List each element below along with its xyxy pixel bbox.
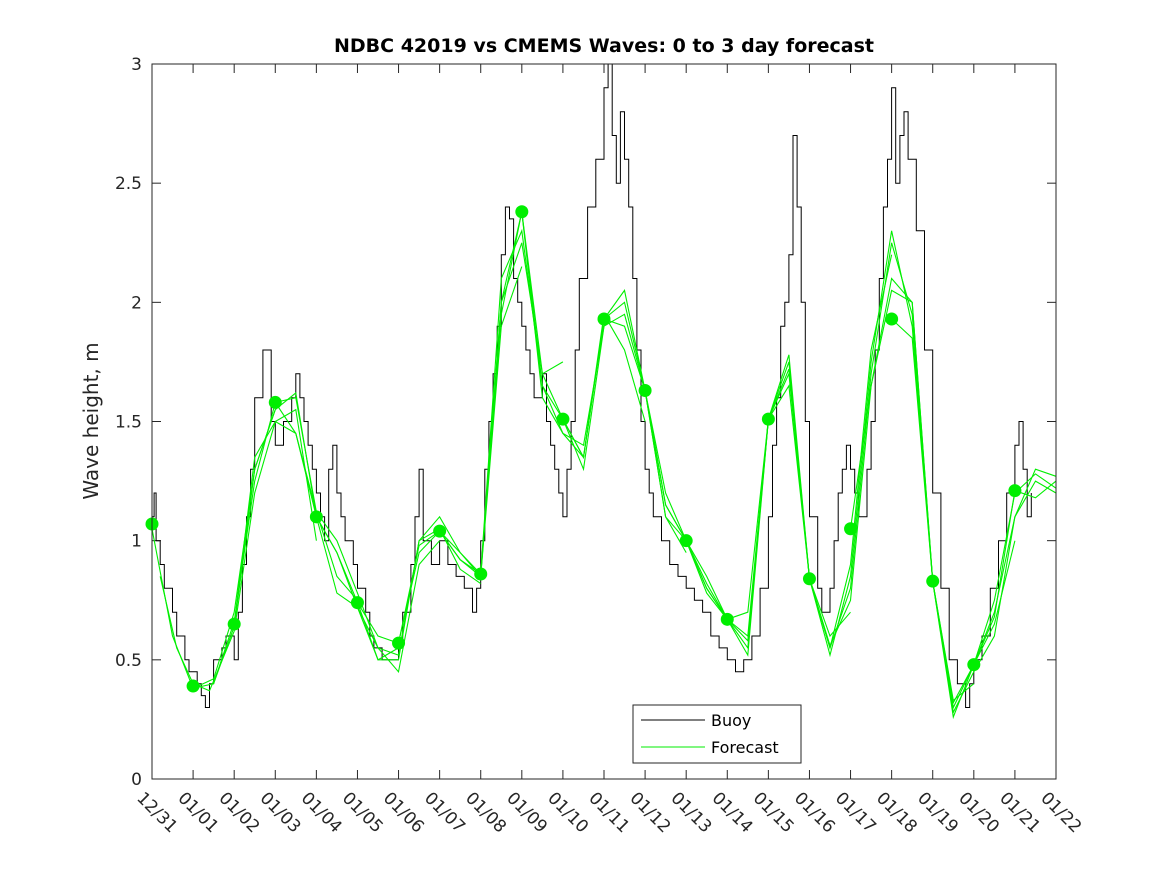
y-tick-label: 0 xyxy=(131,770,142,790)
legend-forecast-label: Forecast xyxy=(711,738,779,757)
y-tick-label: 1.5 xyxy=(115,413,142,433)
forecast-marker xyxy=(556,412,570,426)
forecast-marker xyxy=(802,572,816,586)
forecast-marker xyxy=(268,395,282,409)
buoy-line xyxy=(152,63,1032,708)
forecast-marker xyxy=(720,612,734,626)
forecast-marker xyxy=(392,636,406,650)
forecast-line xyxy=(159,408,317,692)
forecast-line xyxy=(274,402,482,656)
legend-box xyxy=(632,704,802,764)
y-tick-label: 3 xyxy=(131,55,142,75)
forecast-line xyxy=(685,254,893,651)
forecast-markers xyxy=(145,205,1022,693)
y-tick-label: 0.5 xyxy=(115,651,142,671)
forecast-marker xyxy=(433,524,447,538)
forecast-marker xyxy=(227,617,241,631)
forecast-marker xyxy=(515,205,529,219)
forecast-line xyxy=(603,318,811,620)
forecast-marker xyxy=(309,510,323,524)
legend-buoy-label: Buoy xyxy=(711,711,751,730)
y-tick-label: 1 xyxy=(131,532,142,552)
forecast-marker xyxy=(638,384,652,398)
forecast-marker xyxy=(474,567,488,581)
forecast-marker xyxy=(350,596,364,610)
plot-area xyxy=(152,64,1056,779)
y-axis-label: Wave height, m xyxy=(79,342,103,499)
forecast-marker xyxy=(679,534,693,548)
forecast-line xyxy=(213,391,399,684)
forecast-line xyxy=(562,313,769,650)
forecast-marker xyxy=(186,679,200,693)
y-tick-label: 2 xyxy=(131,293,142,313)
forecast-line xyxy=(726,230,934,658)
chart-title: NDBC 42019 vs CMEMS Waves: 0 to 3 day fo… xyxy=(334,35,874,57)
forecast-line xyxy=(849,289,1057,715)
forecast-marker xyxy=(926,574,940,588)
forecast-marker xyxy=(1008,484,1022,498)
legend: Buoy Forecast xyxy=(632,704,802,764)
forecast-marker xyxy=(597,312,611,326)
forecast-line xyxy=(439,211,646,576)
forecast-line xyxy=(397,228,605,644)
forecast-marker xyxy=(761,412,775,426)
forecast-marker xyxy=(885,312,899,326)
y-tick-label: 2.5 xyxy=(115,174,142,194)
forecast-series xyxy=(151,211,1057,720)
forecast-marker xyxy=(844,522,858,536)
buoy-series xyxy=(152,63,1032,708)
plot-frame xyxy=(151,63,1057,780)
forecast-line xyxy=(932,473,1057,705)
forecast-marker xyxy=(967,658,981,672)
